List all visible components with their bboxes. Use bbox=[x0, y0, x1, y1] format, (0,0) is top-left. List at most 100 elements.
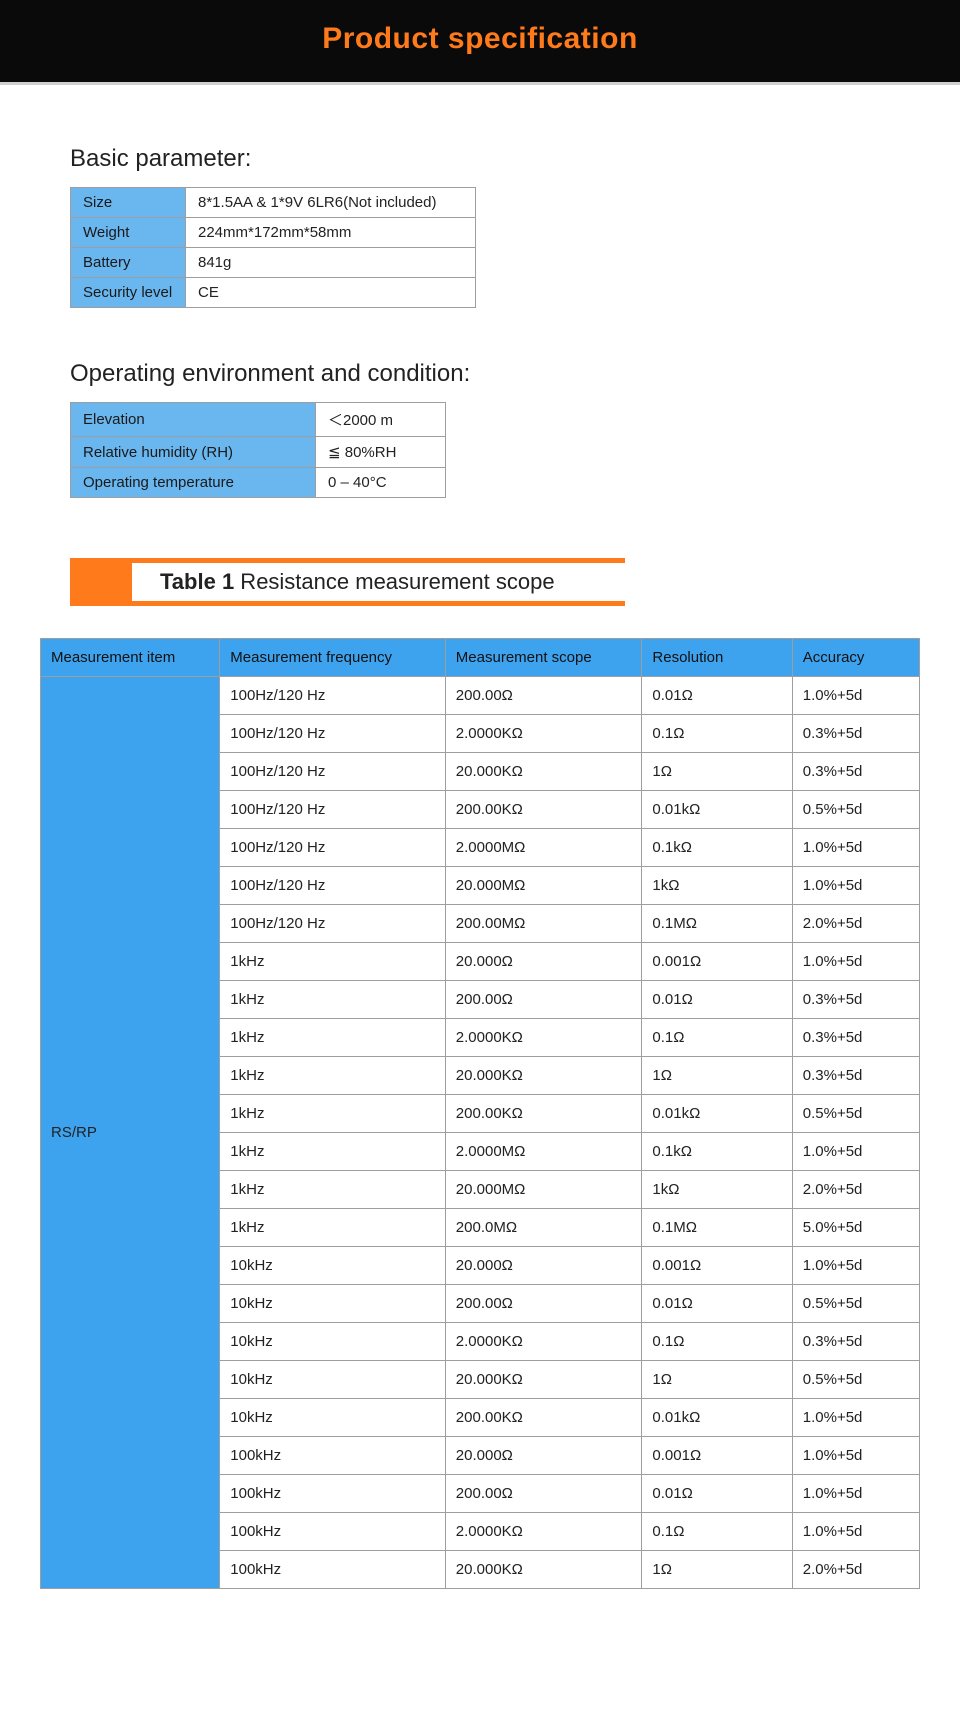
table1-caption-strip: Table 1 Resistance measurement scope bbox=[70, 558, 625, 606]
table-cell: 1.0%+5d bbox=[792, 1247, 919, 1285]
table-cell: 5.0%+5d bbox=[792, 1209, 919, 1247]
table-cell: 0.3%+5d bbox=[792, 753, 919, 791]
table-cell: 0.5%+5d bbox=[792, 791, 919, 829]
table-cell: 1kHz bbox=[220, 981, 446, 1019]
operating-param-table: Elevation＜2000 mRelative humidity (RH)≦ … bbox=[70, 402, 446, 498]
table1-wrap: Measurement itemMeasurement frequencyMea… bbox=[0, 616, 960, 1619]
table-cell: 100Hz/120 Hz bbox=[220, 677, 446, 715]
table-cell: 200.0MΩ bbox=[445, 1209, 642, 1247]
table-cell: 0.5%+5d bbox=[792, 1361, 919, 1399]
table1-caption-rest: Resistance measurement scope bbox=[234, 569, 554, 594]
table-cell: 2.0000KΩ bbox=[445, 1323, 642, 1361]
table-row-label: Battery bbox=[71, 248, 186, 278]
table-cell: 200.00Ω bbox=[445, 677, 642, 715]
table-cell: 10kHz bbox=[220, 1285, 446, 1323]
table-cell: 0.01Ω bbox=[642, 981, 792, 1019]
table-cell: 0.001Ω bbox=[642, 1437, 792, 1475]
table-header-cell: Resolution bbox=[642, 639, 792, 677]
table-cell: 20.000MΩ bbox=[445, 1171, 642, 1209]
table-cell: 0.5%+5d bbox=[792, 1285, 919, 1323]
table-cell: 1.0%+5d bbox=[792, 1437, 919, 1475]
table-cell: 20.000KΩ bbox=[445, 1551, 642, 1589]
basic-heading: Basic parameter: bbox=[70, 145, 890, 173]
table-row-label: Size bbox=[71, 188, 186, 218]
table-cell: 20.000Ω bbox=[445, 1437, 642, 1475]
table-cell: 1Ω bbox=[642, 1361, 792, 1399]
table-cell: 1kHz bbox=[220, 1095, 446, 1133]
table-cell: 2.0000KΩ bbox=[445, 1019, 642, 1057]
table-cell: 0.3%+5d bbox=[792, 1019, 919, 1057]
table-cell: 200.00KΩ bbox=[445, 1399, 642, 1437]
measurement-item-cell: RS/RP bbox=[41, 677, 220, 1589]
table-cell: 0.1Ω bbox=[642, 1019, 792, 1057]
table-row-label: Weight bbox=[71, 218, 186, 248]
table-cell: 1kHz bbox=[220, 1209, 446, 1247]
table-cell: 1kHz bbox=[220, 1057, 446, 1095]
table-cell: 10kHz bbox=[220, 1399, 446, 1437]
table-cell: 1.0%+5d bbox=[792, 829, 919, 867]
table-cell: 100Hz/120 Hz bbox=[220, 867, 446, 905]
table-cell: 20.000Ω bbox=[445, 1247, 642, 1285]
table-cell: 1kHz bbox=[220, 1171, 446, 1209]
table-cell: 1kΩ bbox=[642, 1171, 792, 1209]
table-cell: 2.0000KΩ bbox=[445, 1513, 642, 1551]
table-cell: 100kHz bbox=[220, 1513, 446, 1551]
table-cell: 100kHz bbox=[220, 1437, 446, 1475]
table-cell: 100Hz/120 Hz bbox=[220, 753, 446, 791]
table-cell: 2.0%+5d bbox=[792, 1551, 919, 1589]
table-row-value: CE bbox=[186, 278, 476, 308]
table-row-value: 224mm*172mm*58mm bbox=[186, 218, 476, 248]
table-cell: 1kΩ bbox=[642, 867, 792, 905]
table-cell: 0.01kΩ bbox=[642, 1399, 792, 1437]
table-cell: 100Hz/120 Hz bbox=[220, 829, 446, 867]
table-cell: 200.00MΩ bbox=[445, 905, 642, 943]
table-cell: 200.00KΩ bbox=[445, 1095, 642, 1133]
table-cell: 1.0%+5d bbox=[792, 867, 919, 905]
table-cell: 20.000KΩ bbox=[445, 1057, 642, 1095]
table-cell: 0.1Ω bbox=[642, 1323, 792, 1361]
content-area: Basic parameter: Size8*1.5AA & 1*9V 6LR6… bbox=[0, 85, 960, 616]
table-cell: 20.000MΩ bbox=[445, 867, 642, 905]
table-row-label: Elevation bbox=[71, 403, 316, 437]
table-cell: 200.00KΩ bbox=[445, 791, 642, 829]
banner-title: Product specification bbox=[322, 22, 638, 55]
strip-accent bbox=[70, 558, 132, 606]
table-cell: 20.000KΩ bbox=[445, 753, 642, 791]
table-cell: 0.01kΩ bbox=[642, 791, 792, 829]
page-banner: Product specification bbox=[0, 0, 960, 85]
table-cell: 0.1Ω bbox=[642, 715, 792, 753]
table-cell: 200.00Ω bbox=[445, 981, 642, 1019]
table-cell: 10kHz bbox=[220, 1247, 446, 1285]
table-cell: 1kHz bbox=[220, 1133, 446, 1171]
table-cell: 0.001Ω bbox=[642, 943, 792, 981]
table-row-label: Operating temperature bbox=[71, 468, 316, 498]
table-cell: 2.0000MΩ bbox=[445, 829, 642, 867]
table-cell: 0.1MΩ bbox=[642, 905, 792, 943]
table-cell: 0.3%+5d bbox=[792, 1057, 919, 1095]
table-header-cell: Measurement scope bbox=[445, 639, 642, 677]
table-header-cell: Accuracy bbox=[792, 639, 919, 677]
table-cell: 100Hz/120 Hz bbox=[220, 905, 446, 943]
table-row-value: 8*1.5AA & 1*9V 6LR6(Not included) bbox=[186, 188, 476, 218]
table-cell: 1.0%+5d bbox=[792, 1133, 919, 1171]
table-cell: 1Ω bbox=[642, 1551, 792, 1589]
table-cell: 0.3%+5d bbox=[792, 715, 919, 753]
table-cell: 10kHz bbox=[220, 1323, 446, 1361]
table-row-label: Security level bbox=[71, 278, 186, 308]
table-cell: 1Ω bbox=[642, 1057, 792, 1095]
table-cell: 1kHz bbox=[220, 943, 446, 981]
table-cell: 1.0%+5d bbox=[792, 943, 919, 981]
table-cell: 0.01kΩ bbox=[642, 1095, 792, 1133]
table-cell: 0.01Ω bbox=[642, 1285, 792, 1323]
table-header-cell: Measurement frequency bbox=[220, 639, 446, 677]
table-cell: 20.000KΩ bbox=[445, 1361, 642, 1399]
table-cell: 2.0%+5d bbox=[792, 1171, 919, 1209]
table-cell: 1.0%+5d bbox=[792, 677, 919, 715]
table-header-cell: Measurement item bbox=[41, 639, 220, 677]
table-cell: 1.0%+5d bbox=[792, 1399, 919, 1437]
resistance-table: Measurement itemMeasurement frequencyMea… bbox=[40, 638, 920, 1589]
table-cell: 200.00Ω bbox=[445, 1475, 642, 1513]
table-cell: 0.3%+5d bbox=[792, 981, 919, 1019]
table-cell: 100Hz/120 Hz bbox=[220, 791, 446, 829]
table-cell: 100kHz bbox=[220, 1551, 446, 1589]
